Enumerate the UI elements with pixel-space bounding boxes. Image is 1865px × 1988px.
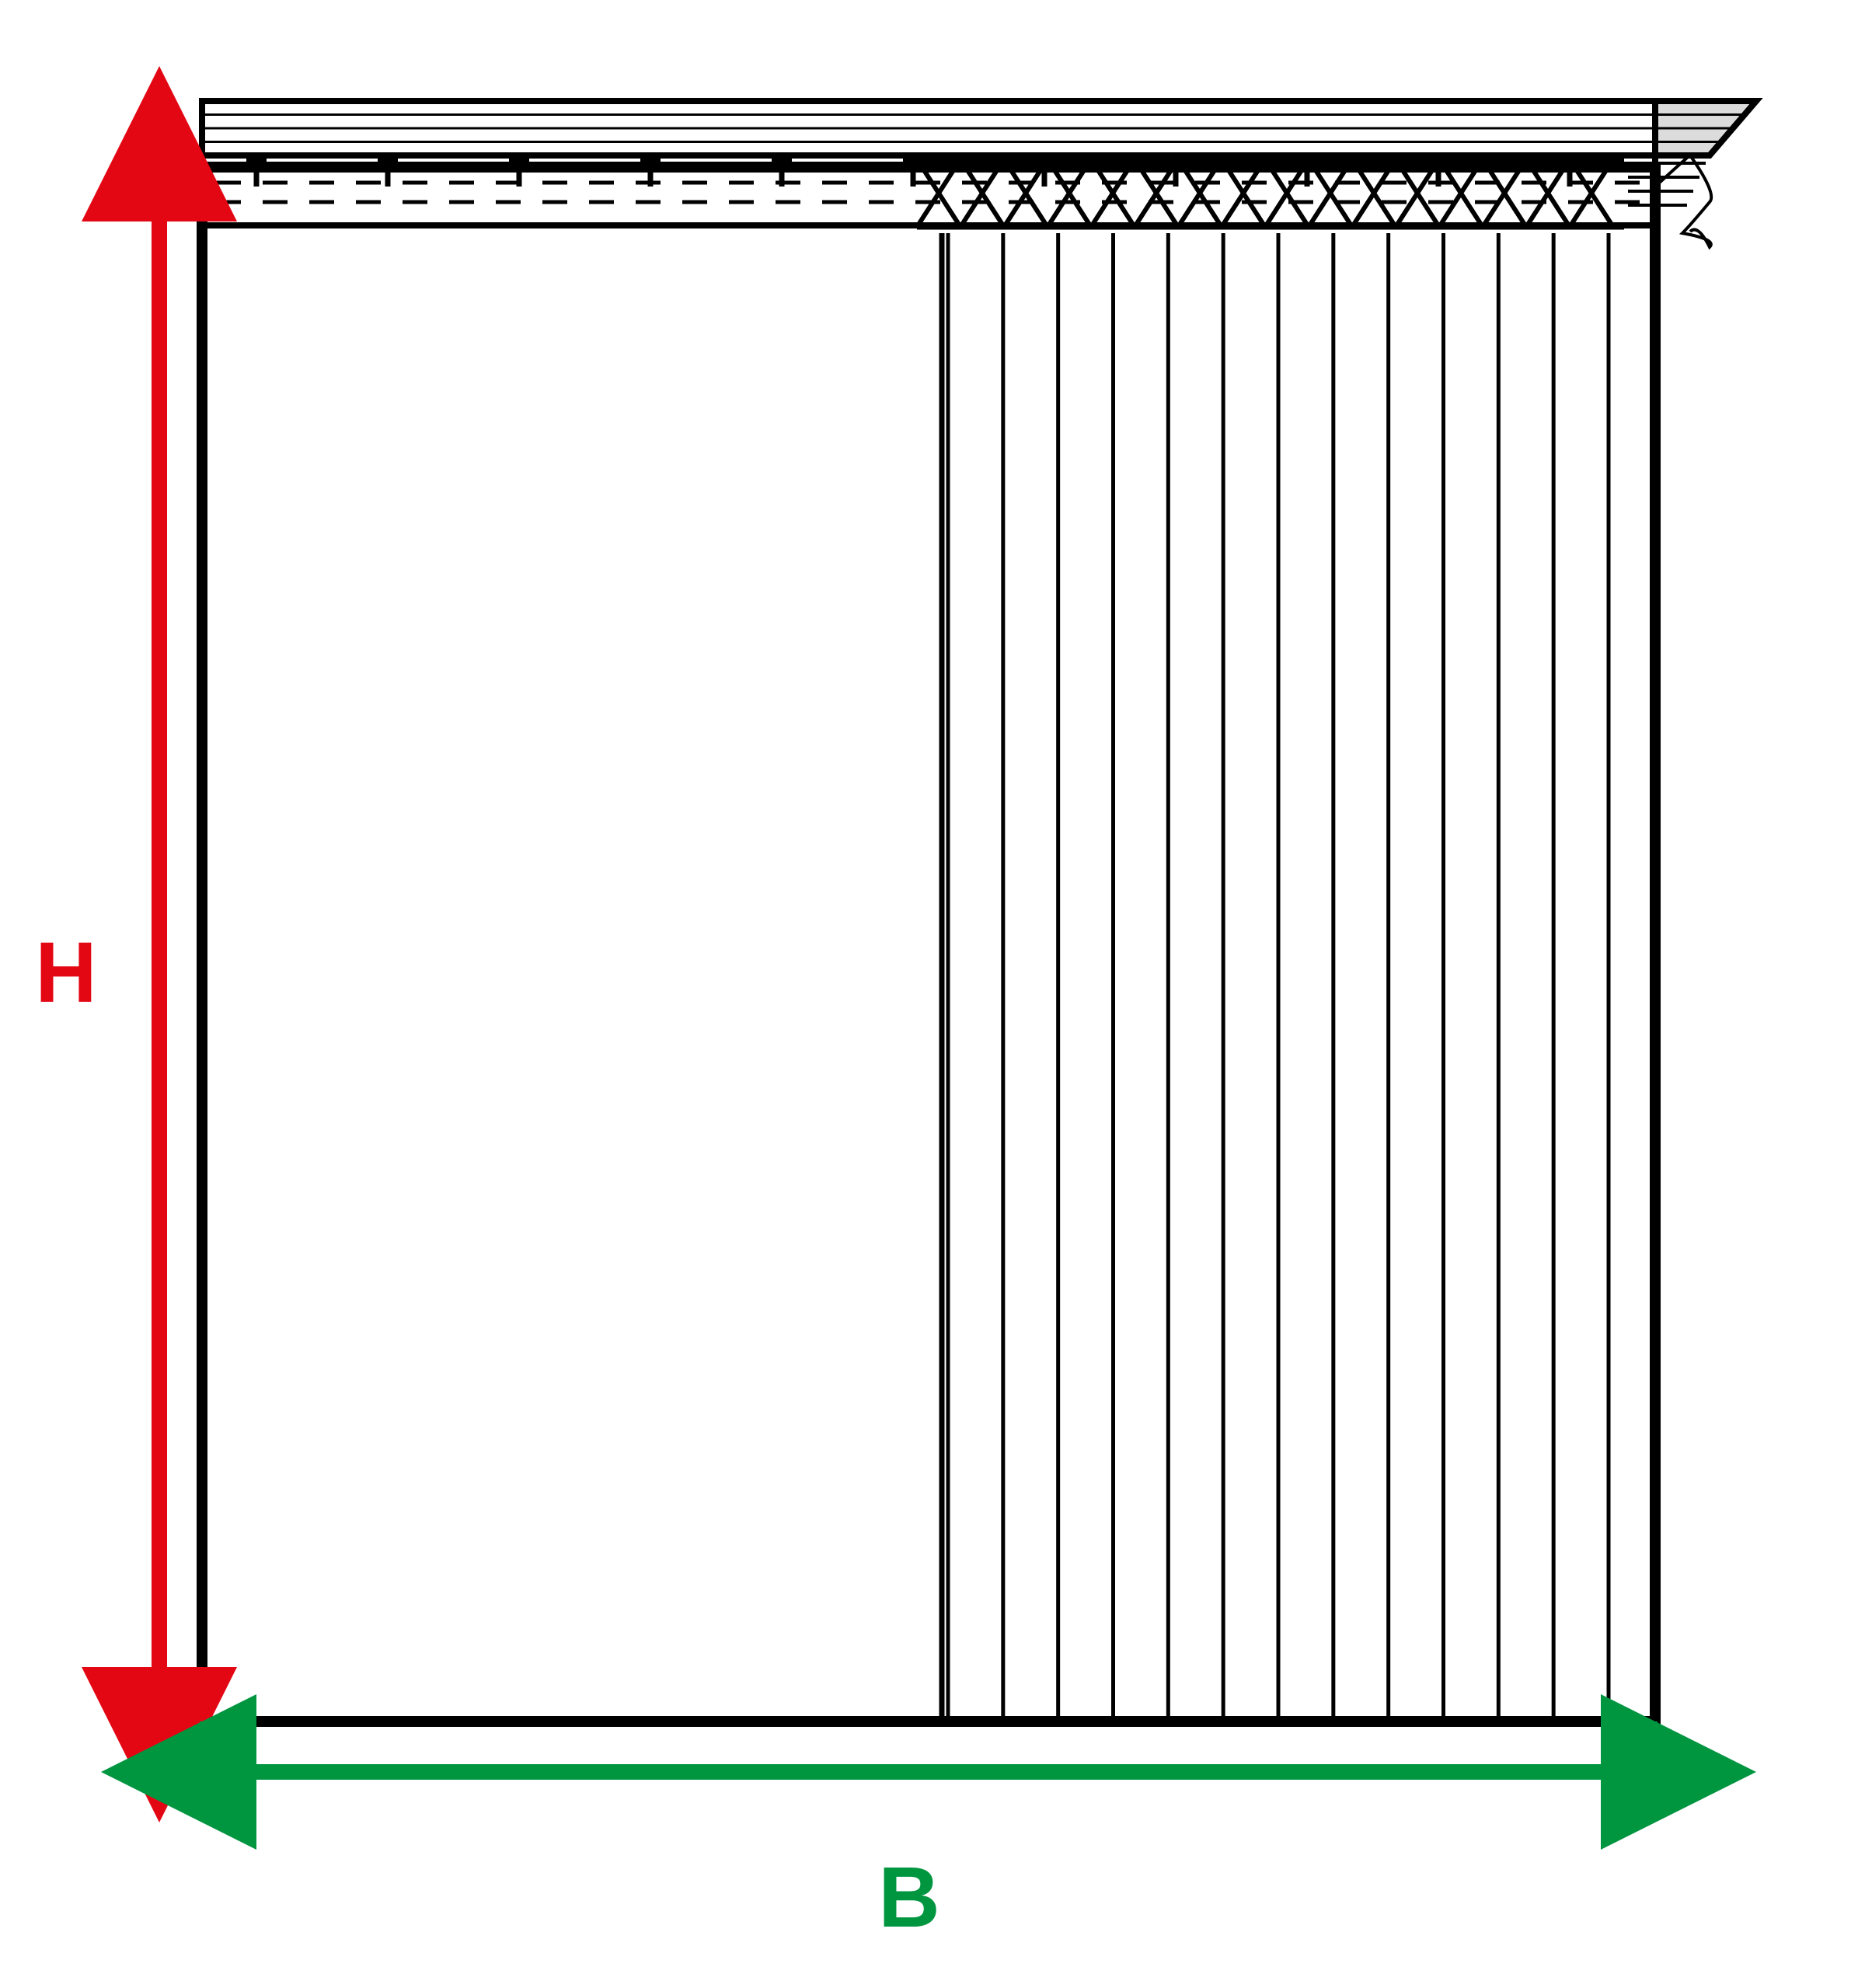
dimension-h-label: H	[35, 925, 96, 1020]
dimension-b-label: B	[878, 1850, 939, 1945]
